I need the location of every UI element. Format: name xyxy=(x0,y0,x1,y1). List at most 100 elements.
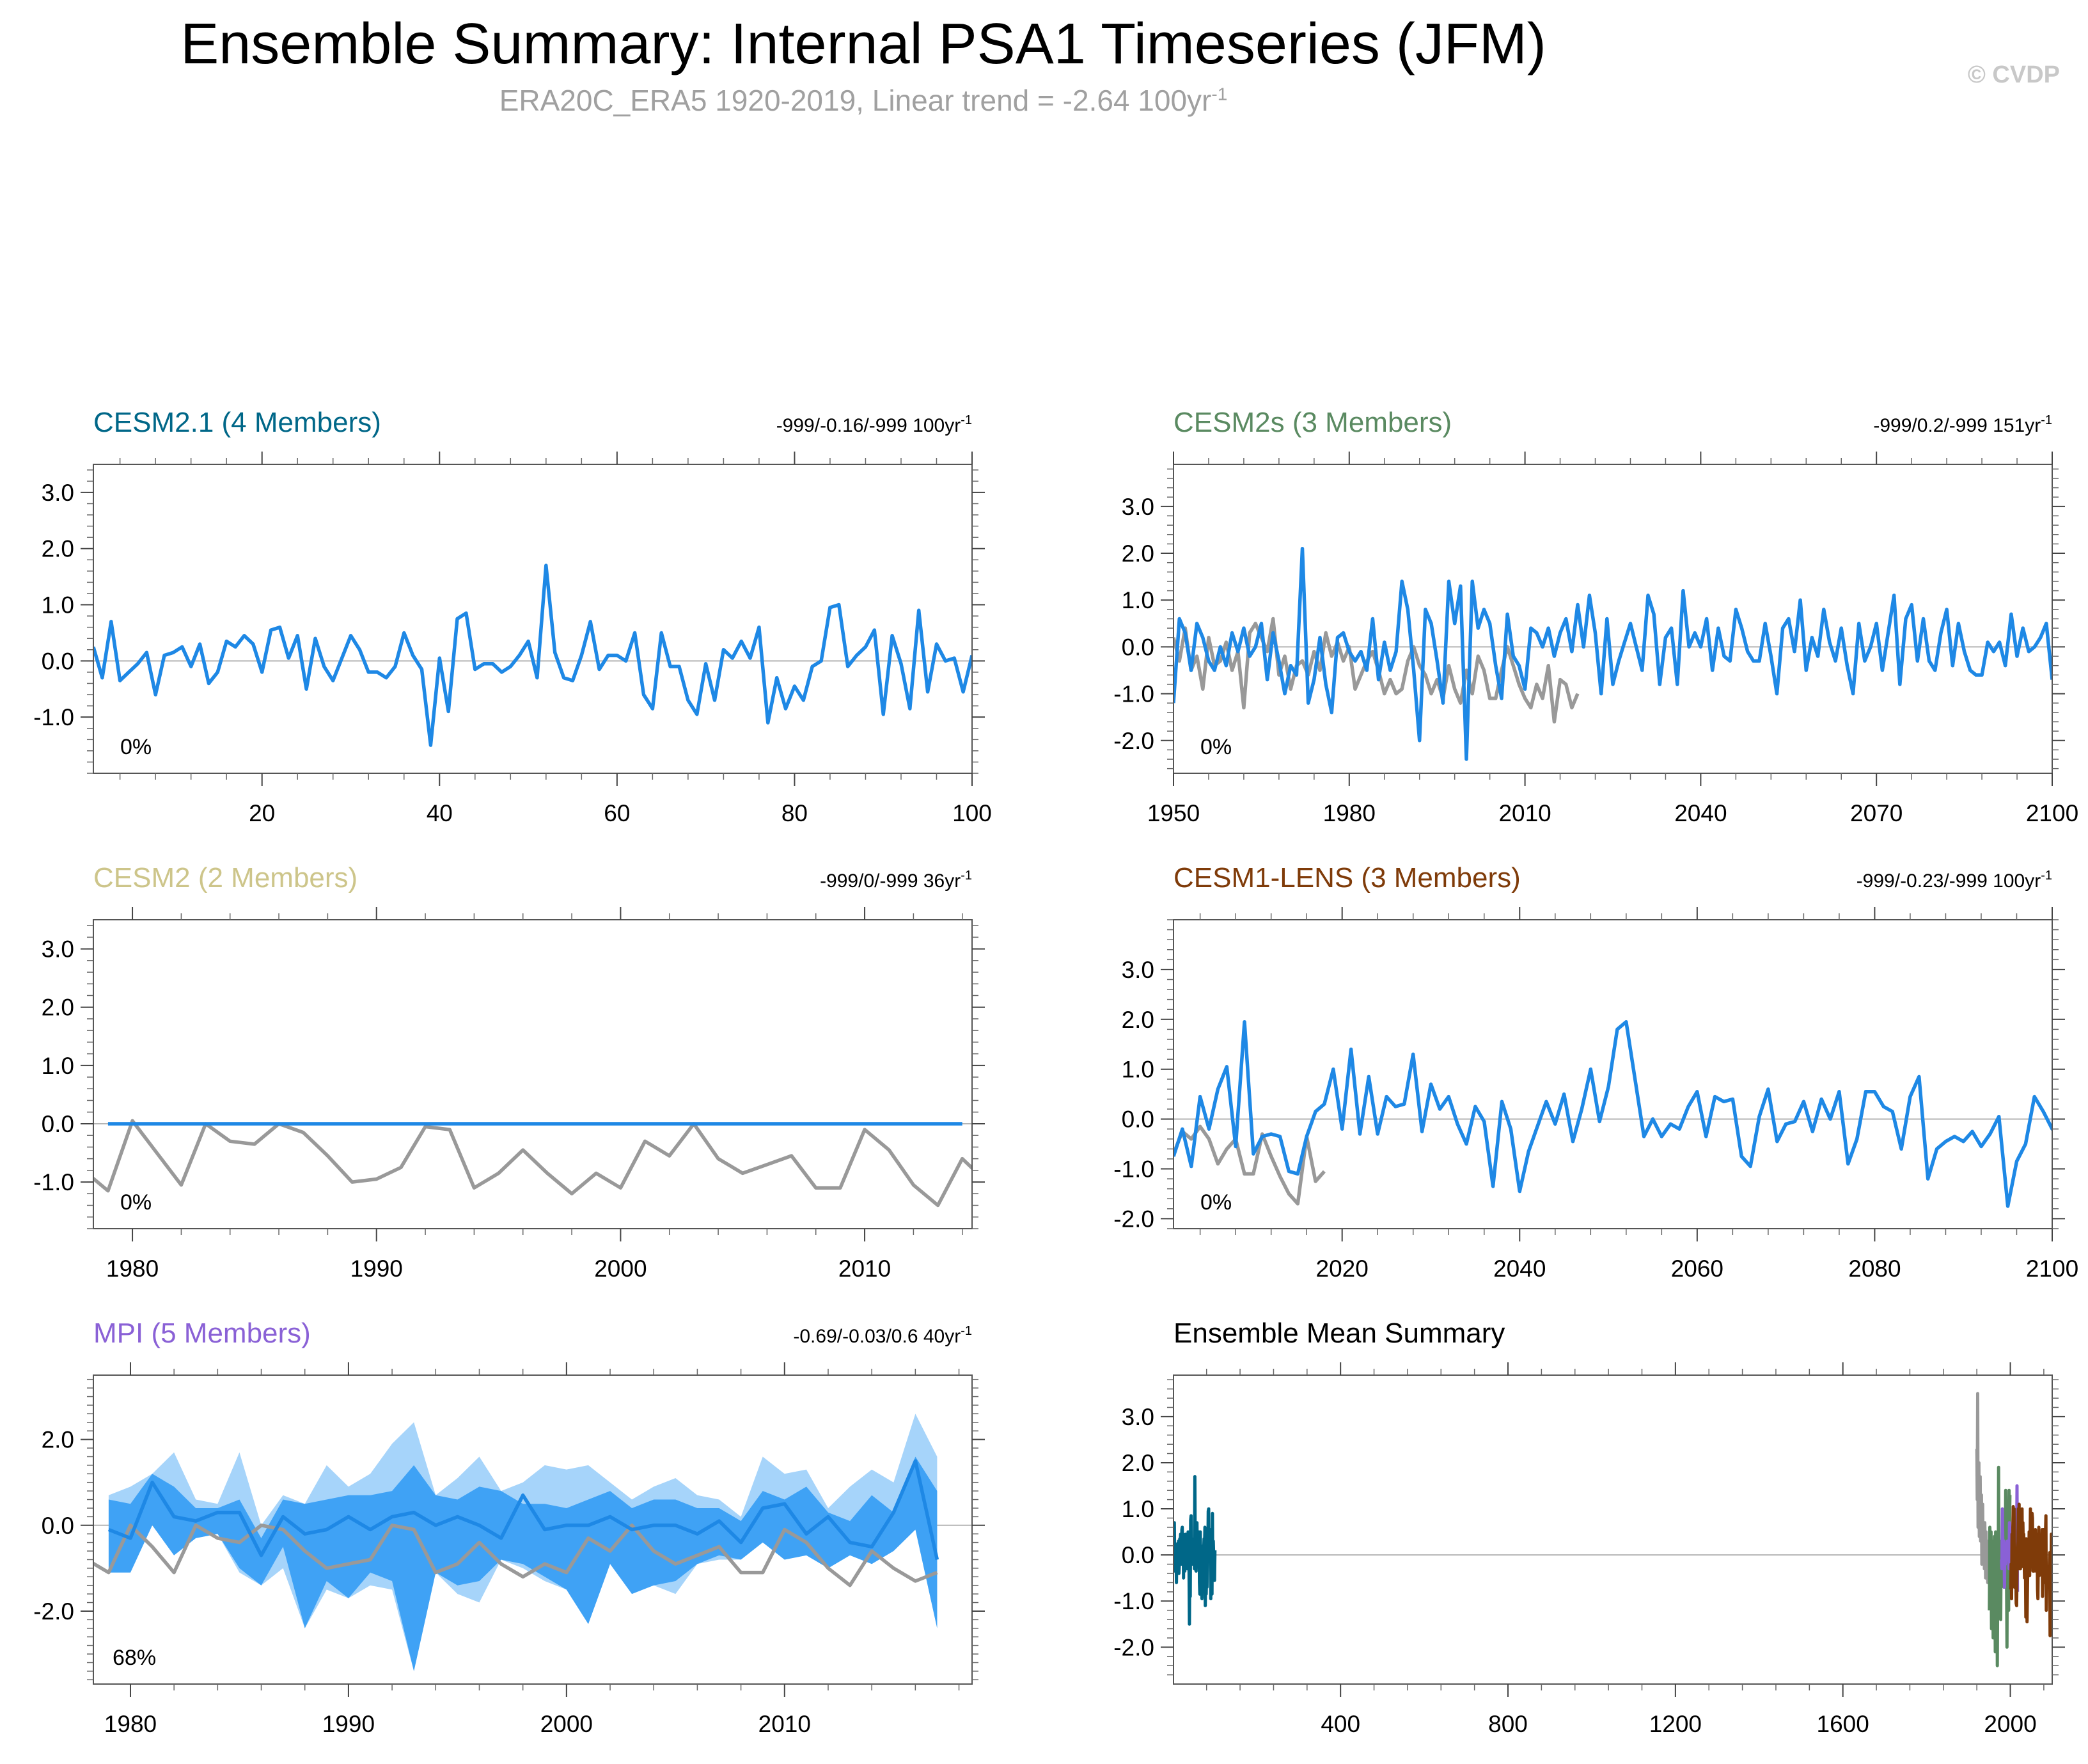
chart-panel-cesm2s: CESM2s (3 Members) -999/0.2/-999 151yr-1 -… xyxy=(1113,407,2078,826)
y-tick-label: -1.0 xyxy=(1113,681,1154,707)
x-tick-label: 2040 xyxy=(1493,1256,1546,1282)
trend-label: -0.69/-0.03/0.6 40yr-1 xyxy=(793,1324,972,1347)
plot-area xyxy=(93,1414,939,1671)
trend-label: -999/-0.16/-999 100yr-1 xyxy=(776,413,972,436)
series-line-cesm1-lens xyxy=(2009,1502,2052,1637)
trend-text: -0.69/-0.03/0.6 40yr xyxy=(793,1326,961,1347)
y-tick-label: 0.0 xyxy=(42,1111,74,1137)
trend-text: -999/-0.16/-999 100yr xyxy=(776,415,961,436)
y-tick-label: 0.0 xyxy=(42,1513,74,1539)
x-tick-label: 2080 xyxy=(1848,1256,1901,1282)
y-tick-label: 3.0 xyxy=(42,480,74,506)
x-tick-label: 80 xyxy=(781,800,808,826)
y-tick-label: 1.0 xyxy=(1122,587,1154,613)
x-tick-label: 2020 xyxy=(1316,1256,1369,1282)
percent-label: 0% xyxy=(1200,1190,1232,1215)
y-tick-label: 2.0 xyxy=(42,995,74,1021)
trend-exponent: -1 xyxy=(961,1324,972,1338)
x-tick-label: 2010 xyxy=(1498,800,1551,826)
plot-frame xyxy=(93,919,973,1229)
series-line-ensemble-mean xyxy=(1174,546,2052,761)
chart-title: CESM2s (3 Members) xyxy=(1174,407,1452,438)
x-tick-label: 2000 xyxy=(594,1256,647,1282)
subtitle-exponent: -1 xyxy=(1211,84,1228,104)
percent-label: 0% xyxy=(120,735,152,759)
y-tick-label: -1.0 xyxy=(33,1169,74,1195)
x-tick-label: 1980 xyxy=(104,1711,157,1737)
page-subtitle: ERA20C_ERA5 1920-2019, Linear trend = -2… xyxy=(0,83,1727,118)
trend-label: -999/0/-999 36yr-1 xyxy=(820,869,972,892)
plot-area xyxy=(1174,1020,2052,1208)
x-tick-label: 1990 xyxy=(322,1711,375,1737)
series-line-ensemble-mean xyxy=(93,563,972,747)
y-tick-label: 2.0 xyxy=(1122,540,1154,567)
y-tick-label: 1.0 xyxy=(1122,1496,1154,1522)
series-line-cesm2-1 xyxy=(1174,1475,1217,1626)
y-tick-label: 2.0 xyxy=(1122,1007,1154,1033)
x-tick-label: 2040 xyxy=(1674,800,1727,826)
chart-title: CESM1-LENS (3 Members) xyxy=(1174,862,1521,894)
x-tick-label: 2010 xyxy=(758,1711,811,1737)
series-line-observations xyxy=(1174,1124,1326,1206)
x-tick-label: 1980 xyxy=(1323,800,1376,826)
x-tick-label: 2060 xyxy=(1671,1256,1723,1282)
chart-title: Ensemble Mean Summary xyxy=(1174,1318,1505,1349)
percent-label: 68% xyxy=(113,1646,156,1670)
series-line-observations xyxy=(1975,1392,1990,1584)
plot-frame xyxy=(93,1374,973,1685)
chart-title: MPI (5 Members) xyxy=(93,1318,311,1349)
chart-title: CESM2.1 (4 Members) xyxy=(93,407,381,438)
trend-text: -999/0.2/-999 151yr xyxy=(1873,415,2041,436)
plot-area xyxy=(1174,546,2052,761)
percent-label: 0% xyxy=(1200,735,1232,759)
subtitle-text: ERA20C_ERA5 1920-2019, Linear trend = -2… xyxy=(499,84,1212,117)
plot-frame xyxy=(1173,919,2053,1229)
y-tick-label: 2.0 xyxy=(42,1427,74,1453)
x-tick-label: 400 xyxy=(1321,1711,1360,1737)
trend-exponent: -1 xyxy=(961,413,972,427)
chart-panel-mean-summary: Ensemble Mean Summary -2.0 -1.0 0.0 1.0 2.0 3.… xyxy=(1113,1318,2065,1737)
series-line-ensemble-mean xyxy=(1174,1020,2052,1208)
y-tick-label: 3.0 xyxy=(1122,494,1154,520)
y-tick-label: 1.0 xyxy=(1122,1057,1154,1083)
series-line-observations xyxy=(93,1524,938,1587)
y-tick-label: 0.0 xyxy=(1122,634,1154,660)
y-tick-label: -2.0 xyxy=(1113,728,1154,754)
trend-text: -999/0/-999 36yr xyxy=(820,870,961,892)
y-tick-label: 3.0 xyxy=(42,936,74,963)
y-tick-label: -2.0 xyxy=(33,1598,74,1625)
y-tick-label: -2.0 xyxy=(1113,1634,1154,1660)
trend-exponent: -1 xyxy=(961,869,972,883)
percent-label: 0% xyxy=(120,1190,152,1215)
y-tick-label: 2.0 xyxy=(42,536,74,562)
chart-panel-cesm1lens: CESM1-LENS (3 Members) -999/-0.23/-999 10… xyxy=(1113,862,2078,1282)
trend-exponent: -1 xyxy=(2041,413,2052,427)
trend-text: -999/-0.23/-999 100yr xyxy=(1856,870,2041,892)
series-line-observations xyxy=(93,1119,972,1208)
plot-frame xyxy=(1173,1374,2053,1685)
plot-area xyxy=(1174,1392,2052,1667)
credit-watermark: © CVDP xyxy=(1967,61,2060,88)
y-tick-label: -1.0 xyxy=(1113,1156,1154,1183)
trend-label: -999/-0.23/-999 100yr-1 xyxy=(1856,869,2052,892)
page-title: Ensemble Summary: Internal PSA1 Timeseri… xyxy=(180,12,1546,76)
x-tick-label: 2100 xyxy=(2026,1256,2078,1282)
y-tick-label: -2.0 xyxy=(1113,1206,1154,1232)
x-tick-label: 800 xyxy=(1488,1711,1528,1737)
x-tick-label: 2010 xyxy=(838,1256,891,1282)
plot-area xyxy=(93,1119,972,1208)
y-tick-label: 3.0 xyxy=(1122,957,1154,983)
y-tick-label: -1.0 xyxy=(33,704,74,730)
y-tick-label: 0.0 xyxy=(1122,1106,1154,1133)
x-tick-label: 1990 xyxy=(350,1256,403,1282)
y-tick-label: 1.0 xyxy=(42,1053,74,1079)
y-tick-label: 3.0 xyxy=(1122,1404,1154,1430)
x-tick-label: 2070 xyxy=(1850,800,1903,826)
chart-panel-cesm21: CESM2.1 (4 Members) -999/-0.16/-999 100yr… xyxy=(33,407,992,826)
spread-band-dark xyxy=(108,1456,938,1671)
x-tick-label: 2000 xyxy=(1984,1711,2036,1737)
x-tick-label: 20 xyxy=(249,800,275,826)
x-tick-label: 1980 xyxy=(106,1256,159,1282)
x-tick-label: 1600 xyxy=(1817,1711,1869,1737)
